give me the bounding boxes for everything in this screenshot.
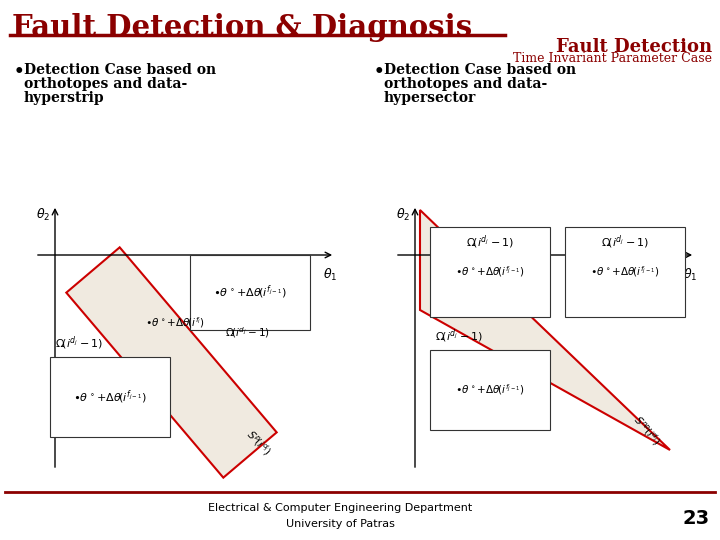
Text: Electrical & Computer Engineering Department: Electrical & Computer Engineering Depart… (208, 503, 472, 513)
Polygon shape (420, 210, 670, 450)
Text: $\theta_1$: $\theta_1$ (323, 267, 337, 283)
Text: $\bullet\theta^\circ\!+\!\Delta\theta\!\left(i^{f_{j-1}}\right)$: $\bullet\theta^\circ\!+\!\Delta\theta\!\… (213, 284, 287, 301)
Text: hyperstrip: hyperstrip (24, 91, 104, 105)
Text: $\bullet\theta^\circ\!+\!\Delta\theta\!\left(i^{f_{j-1}}\right)$: $\bullet\theta^\circ\!+\!\Delta\theta\!\… (456, 265, 525, 279)
Text: $\Omega\!\left(i^{d_j}-1\right)$: $\Omega\!\left(i^{d_j}-1\right)$ (55, 334, 103, 352)
Text: University of Patras: University of Patras (286, 519, 395, 529)
Text: $\theta_2$: $\theta_2$ (396, 207, 410, 223)
Bar (50, 357, 170, 437)
Polygon shape (66, 247, 276, 478)
Text: $\Omega\!\left(i^{d_j}-1\right)$: $\Omega\!\left(i^{d_j}-1\right)$ (601, 233, 649, 251)
Text: 23: 23 (683, 509, 710, 528)
Text: $\Omega\!\left(i^{d_j}-1\right)$: $\Omega\!\left(i^{d_j}-1\right)$ (435, 327, 483, 345)
Text: •: • (374, 63, 384, 80)
Text: $\bullet\theta^\circ\!+\!\Delta\theta\!\left(i^{f_i}\right)$: $\bullet\theta^\circ\!+\!\Delta\theta\!\… (145, 315, 204, 330)
Text: $S^p\!\left(i^{d_j}\right)$: $S^p\!\left(i^{d_j}\right)$ (243, 427, 274, 459)
Bar (565, 227, 685, 317)
Text: orthotopes and data-: orthotopes and data- (24, 77, 187, 91)
Text: $\bullet\theta^\circ\!+\!\Delta\theta\!\left(i^{f_{j-1}}\right)$: $\bullet\theta^\circ\!+\!\Delta\theta\!\… (590, 265, 660, 279)
Bar (430, 227, 550, 317)
Bar (190, 255, 310, 330)
Text: Fault Detection: Fault Detection (556, 38, 712, 56)
Text: Detection Case based on: Detection Case based on (384, 63, 576, 77)
Text: Detection Case based on: Detection Case based on (24, 63, 216, 77)
Text: $\theta_1$: $\theta_1$ (683, 267, 697, 283)
Text: orthotopes and data-: orthotopes and data- (384, 77, 547, 91)
Text: hypersector: hypersector (384, 91, 476, 105)
Text: $\theta_2$: $\theta_2$ (36, 207, 50, 223)
Text: $\bullet\theta^\circ\!+\!\Delta\theta\!\left(i^{f_{j-1}}\right)$: $\bullet\theta^\circ\!+\!\Delta\theta\!\… (456, 383, 525, 397)
Bar (430, 350, 550, 430)
Text: Fault Detection & Diagnosis: Fault Detection & Diagnosis (12, 13, 472, 42)
Text: $\bullet\theta^\circ\!+\!\Delta\theta\!\left(i^{f_{j-1}}\right)$: $\bullet\theta^\circ\!+\!\Delta\theta\!\… (73, 388, 147, 406)
Text: $\Omega\!\left(i^{d_j}-1\right)$: $\Omega\!\left(i^{d_j}-1\right)$ (225, 326, 270, 340)
Text: •: • (14, 63, 24, 80)
Text: Time Invariant Parameter Case: Time Invariant Parameter Case (513, 52, 712, 65)
Text: $S^{np}\!\left(i^{d_j}\right)$: $S^{np}\!\left(i^{d_j}\right)$ (630, 412, 664, 448)
Text: $\Omega\!\left(i^{d_j}-1\right)$: $\Omega\!\left(i^{d_j}-1\right)$ (466, 233, 514, 251)
